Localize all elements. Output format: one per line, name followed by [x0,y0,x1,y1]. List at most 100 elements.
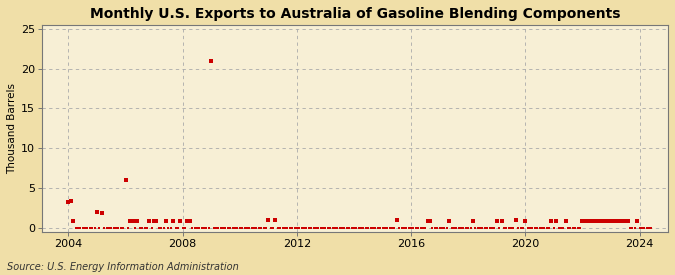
Point [484,226,495,230]
Point [75,226,86,230]
Point [406,226,416,230]
Point [310,226,321,230]
Point [303,226,314,230]
Point [615,219,626,223]
Point [97,211,107,215]
Point [63,200,74,205]
Point [589,219,599,223]
Point [441,226,452,230]
Point [565,226,576,230]
Point [211,226,221,230]
Point [610,219,621,223]
Point [68,219,78,223]
Point [527,226,538,230]
Point [504,226,514,230]
Point [582,219,593,223]
Point [498,226,509,230]
Point [84,226,95,230]
Point [429,226,440,230]
Point [329,226,340,230]
Point [277,226,288,230]
Point [432,226,443,230]
Point [639,226,649,230]
Point [377,226,388,230]
Point [201,226,212,230]
Point [568,226,578,230]
Point [265,226,276,230]
Point [468,219,479,223]
Point [189,226,200,230]
Point [613,219,624,223]
Point [570,226,580,230]
Point [139,226,150,230]
Point [423,219,433,223]
Point [342,226,352,230]
Point [163,226,173,230]
Point [599,219,610,223]
Point [448,226,459,230]
Point [344,226,354,230]
Point [315,226,326,230]
Point [306,226,317,230]
Point [408,226,419,230]
Point [332,226,343,230]
Point [239,226,250,230]
Point [268,226,279,230]
Point [261,226,271,230]
Point [320,226,331,230]
Point [225,226,236,230]
Point [270,218,281,222]
Point [334,226,345,230]
Point [158,226,169,230]
Point [482,226,493,230]
Point [94,226,105,230]
Point [389,226,400,230]
Point [106,226,117,230]
Point [624,226,635,230]
Point [401,226,412,230]
Point [460,226,471,230]
Point [524,226,535,230]
Point [215,226,226,230]
Point [618,219,628,223]
Point [394,226,404,230]
Point [80,226,90,230]
Point [279,226,290,230]
Point [156,226,167,230]
Point [434,226,445,230]
Point [323,226,333,230]
Point [142,226,153,230]
Point [237,226,248,230]
Point [368,226,379,230]
Point [634,226,645,230]
Point [146,226,157,230]
Point [87,226,98,230]
Point [496,219,507,223]
Point [420,226,431,230]
Point [646,226,657,230]
Point [308,226,319,230]
Point [382,226,393,230]
Point [363,226,374,230]
Point [346,226,357,230]
Point [115,226,126,230]
Point [232,226,243,230]
Point [170,226,181,230]
Point [65,199,76,203]
Point [551,219,562,223]
Point [196,226,207,230]
Point [282,226,293,230]
Point [591,219,602,223]
Point [313,226,324,230]
Point [515,226,526,230]
Point [510,218,521,222]
Point [532,226,543,230]
Point [637,226,647,230]
Point [182,219,193,223]
Point [208,226,219,230]
Point [603,219,614,223]
Point [487,226,497,230]
Point [643,226,654,230]
Point [223,226,234,230]
Point [554,226,564,230]
